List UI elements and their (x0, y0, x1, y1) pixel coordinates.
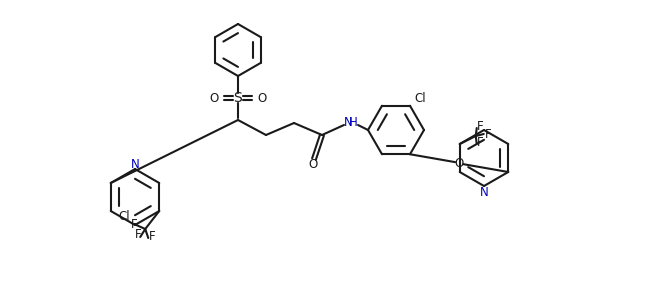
Text: O: O (454, 157, 464, 170)
Text: Cl: Cl (119, 210, 131, 223)
Text: H: H (349, 116, 358, 128)
Text: O: O (210, 92, 219, 105)
Text: F: F (149, 231, 156, 243)
Text: F: F (477, 120, 483, 134)
Text: Cl: Cl (414, 92, 426, 105)
Text: F: F (477, 137, 483, 149)
Text: S: S (234, 91, 243, 105)
Text: N: N (131, 157, 139, 170)
Text: F: F (135, 228, 141, 242)
Text: O: O (258, 92, 267, 105)
Text: F: F (485, 127, 491, 141)
Text: O: O (309, 159, 318, 171)
Text: N: N (344, 116, 353, 128)
Text: N: N (479, 185, 488, 199)
Text: F: F (131, 217, 137, 231)
